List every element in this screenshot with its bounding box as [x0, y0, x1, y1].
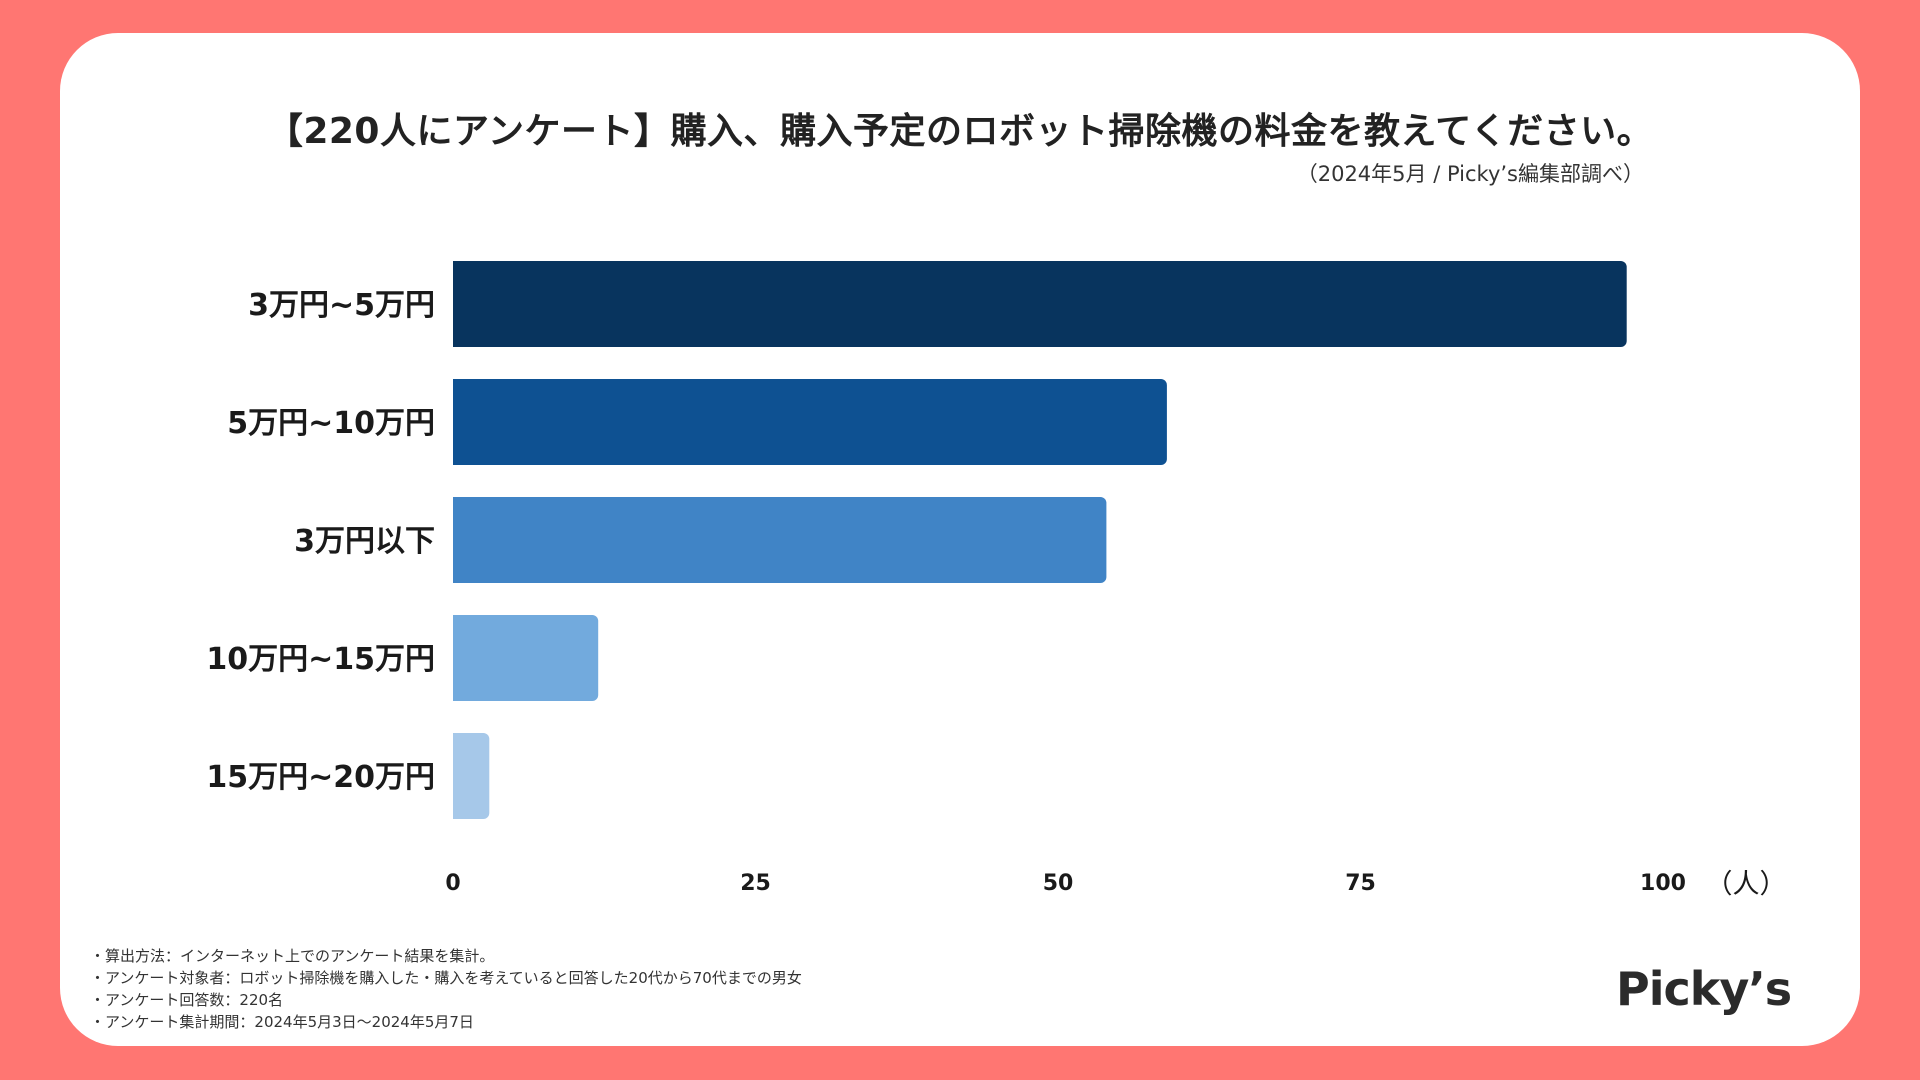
bar-edge-4: [453, 733, 463, 819]
x-axis-unit: （人）: [1706, 869, 1787, 900]
bar-1: [453, 379, 1167, 465]
bar-edge-3: [453, 615, 463, 701]
note-target: ・アンケート対象者：ロボット掃除機を購入した・購入を考えていると回答した20代か…: [90, 969, 802, 987]
bar-3: [453, 615, 599, 701]
chart-subtitle: （2024年5月 / Picky’s編集部調べ）: [1296, 162, 1644, 186]
chart-title: 【220人にアンケート】購入、購入予定のロボット掃除機の料金を教えてください。: [266, 111, 1654, 152]
x-tick-0: 0: [445, 871, 460, 896]
category-label-3: 10万円~15万円: [206, 642, 435, 677]
category-label-0: 3万円~5万円: [248, 288, 435, 323]
bar-edge-1: [453, 379, 463, 465]
bar-2: [453, 497, 1107, 583]
brand-logo: Picky’s: [1616, 962, 1792, 1016]
x-tick-3: 75: [1345, 871, 1376, 896]
x-tick-4: 100: [1640, 871, 1686, 896]
note-period: ・アンケート集計期間：2024年5月3日〜2024年5月7日: [90, 1013, 474, 1031]
bar-edge-0: [453, 261, 463, 347]
note-method: ・算出方法：インターネット上でのアンケート結果を集計。: [90, 947, 495, 965]
category-label-4: 15万円~20万円: [206, 760, 435, 795]
x-tick-2: 50: [1043, 871, 1074, 896]
note-count: ・アンケート回答数：220名: [90, 991, 284, 1009]
category-label-2: 3万円以下: [294, 524, 435, 559]
x-tick-1: 25: [740, 871, 771, 896]
bar-edge-2: [453, 497, 463, 583]
survey-notes: ・算出方法：インターネット上でのアンケート結果を集計。 ・アンケート対象者：ロボ…: [90, 945, 802, 1033]
bar-0: [453, 261, 1627, 347]
category-label-1: 5万円~10万円: [227, 406, 435, 441]
